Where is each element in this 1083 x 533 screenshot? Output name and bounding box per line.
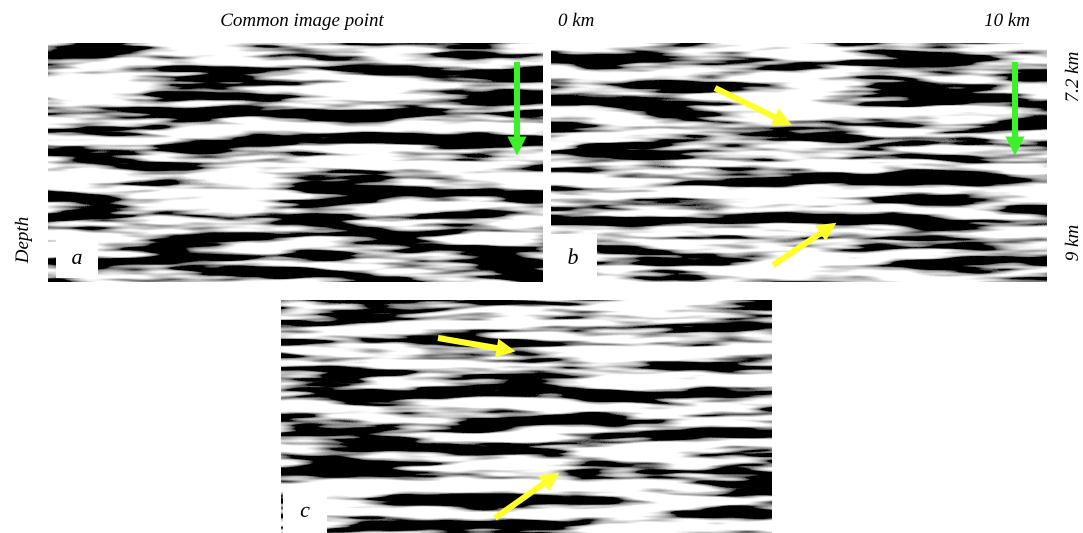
seismic-image (48, 43, 543, 282)
panel-label: b (568, 244, 579, 269)
y-label: Depth (12, 217, 33, 264)
depth-bottom: 9 km (1062, 225, 1083, 261)
figure: Common image point 0 km 10 km 7.2 km 9 k… (0, 0, 1083, 533)
x-start: 0 km (558, 10, 594, 31)
panel-b: b (551, 43, 1047, 282)
x-end: 10 km (984, 10, 1030, 31)
top-label: Common image point (220, 10, 384, 31)
panel-a: a (48, 43, 543, 282)
panel-c: c (281, 300, 772, 533)
depth-top: 7.2 km (1062, 52, 1083, 103)
panel-label: c (300, 497, 310, 522)
panel-label: a (72, 244, 83, 269)
